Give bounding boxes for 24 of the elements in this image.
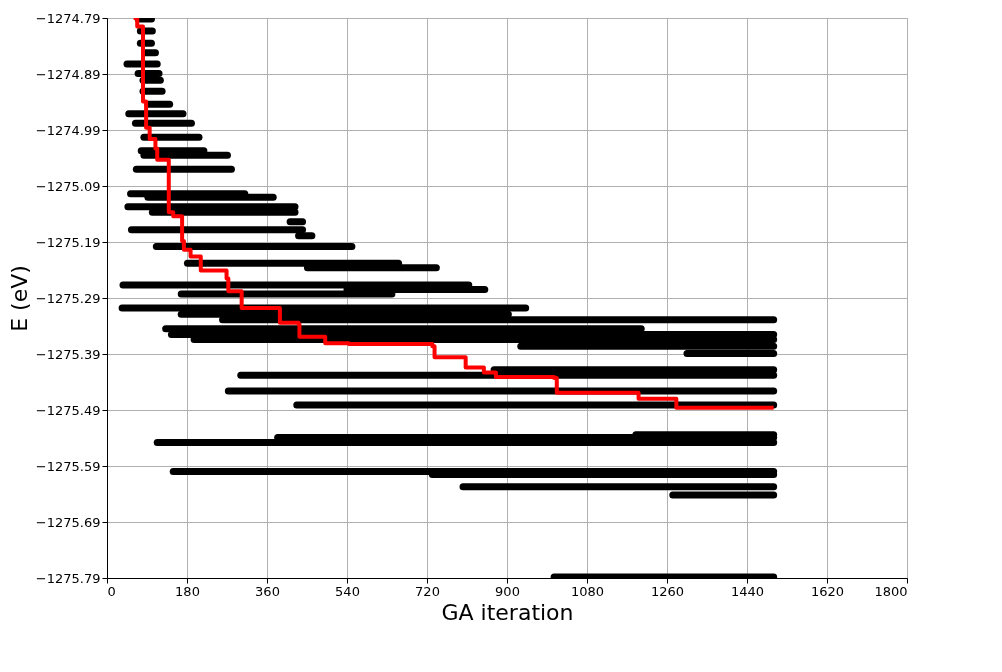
y-tick-label: −1275.69 bbox=[35, 514, 101, 530]
y-tick-label: −1274.89 bbox=[35, 66, 101, 82]
y-axis-title: E (eV) bbox=[6, 265, 32, 332]
y-tick-label: −1275.39 bbox=[35, 346, 101, 362]
x-tick-label: 1440 bbox=[730, 583, 765, 599]
y-tick-label: −1275.19 bbox=[35, 234, 101, 250]
x-tick-label: 1080 bbox=[570, 583, 605, 599]
x-tick-label: 720 bbox=[415, 583, 440, 599]
x-tick-label: 180 bbox=[175, 583, 200, 599]
x-axis-title: GA iteration bbox=[441, 599, 574, 625]
x-tick-label: 1260 bbox=[650, 583, 685, 599]
y-tick-label: −1274.79 bbox=[35, 10, 101, 26]
y-tick-label: −1274.99 bbox=[35, 122, 101, 138]
x-tick-label: 0 bbox=[107, 583, 116, 599]
x-tick-label: 1620 bbox=[810, 583, 845, 599]
x-tick-label: 1800 bbox=[874, 583, 908, 599]
y-tick-label: −1275.59 bbox=[35, 458, 101, 474]
y-tick-label: −1275.09 bbox=[35, 178, 101, 194]
y-tick-label: −1275.79 bbox=[35, 570, 101, 586]
x-tick-label: 900 bbox=[495, 583, 520, 599]
y-tick-label: −1275.29 bbox=[35, 290, 101, 306]
x-tick-label: 540 bbox=[335, 583, 360, 599]
x-tick-label: 360 bbox=[255, 583, 280, 599]
y-tick-label: −1275.49 bbox=[35, 402, 101, 418]
